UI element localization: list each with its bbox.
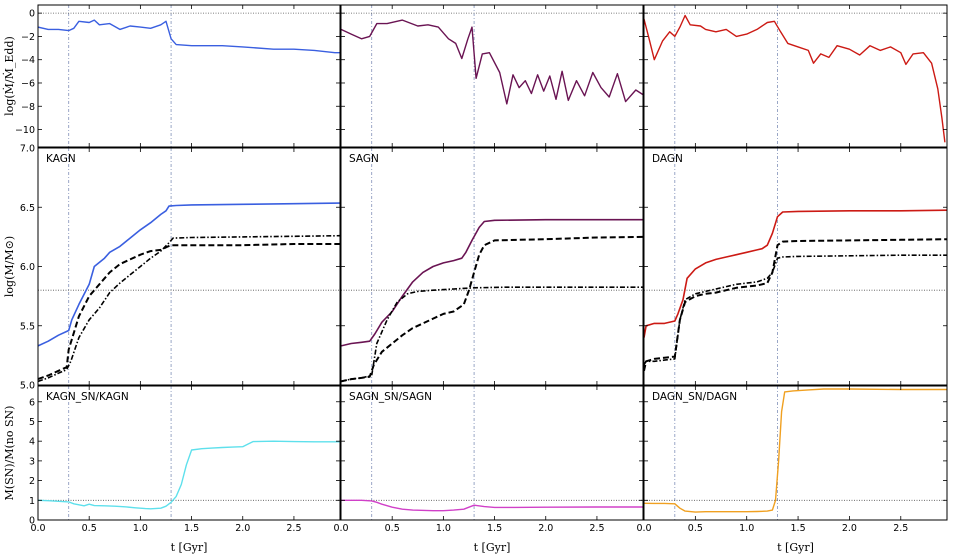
panel-ratio-kagn: 0.0 0.5 1.0 1.5 2.0 2.5 0 1 2 3 4 5 6 KAGN_SN/KAGN — [29, 385, 341, 534]
y-tick-label: 6 — [29, 397, 35, 408]
x-axis-label: t [Gyr] — [474, 541, 511, 554]
x-tick-label: 1.5 — [487, 523, 502, 534]
x-tick-label: 1.0 — [133, 523, 148, 534]
x-axis-label: t [Gyr] — [777, 541, 814, 554]
panel-title: KAGN_SN/KAGN — [46, 391, 129, 403]
series-line-solid — [341, 19, 643, 105]
y-tick-label: −2 — [21, 32, 35, 43]
y-axis-label: log(M/M⊙) — [3, 236, 16, 297]
panel-frame — [643, 385, 948, 521]
x-axis-label: t [Gyr] — [171, 541, 208, 554]
x-tick-label: 2.5 — [589, 523, 604, 534]
series-line-solid — [38, 202, 340, 347]
y-tick-label: 4 — [29, 437, 35, 448]
y-tick-label: 5.5 — [20, 321, 35, 332]
series-line-solid — [644, 14, 946, 143]
y-tick-label: 3 — [29, 456, 35, 467]
y-tick-label: 1 — [29, 496, 35, 507]
panel-title: DAGN_SN/DAGN — [652, 391, 737, 403]
panel-mass-sagn: SAGN — [340, 147, 644, 386]
x-tick-label: 1.5 — [791, 523, 806, 534]
y-tick-label: 6.0 — [20, 262, 35, 273]
y-tick-label: −8 — [21, 102, 35, 113]
x-tick-label: 0.5 — [688, 523, 703, 534]
y-tick-label: 5 — [29, 417, 35, 428]
series-line-solid — [38, 19, 340, 54]
panel-accretion-sagn — [340, 4, 644, 148]
y-tick-label: 0 — [29, 516, 35, 527]
series-line-dashed — [341, 235, 643, 383]
panel-frame — [340, 385, 644, 521]
series-line-solid — [644, 209, 947, 338]
panel-title: DAGN — [652, 153, 683, 165]
panel-frame — [643, 147, 948, 386]
panel-ratio-sagn: 0.0 0.5 1.0 1.5 2.0 2.5 SAGN_SN/SAGN — [333, 385, 644, 534]
x-tick-label: 1.0 — [436, 523, 451, 534]
y-axis-label: log(Ṁ/Ṁ_Edd) — [2, 36, 16, 116]
x-tick-label: 0.5 — [82, 523, 97, 534]
y-tick-label: 7.0 — [20, 144, 35, 155]
series-line-solid — [341, 218, 643, 347]
panel-ratio-dagn: 0.0 0.5 1.0 1.5 2.0 2.5 DAGN_SN/DAGN — [636, 385, 948, 534]
x-tick-label: 0.0 — [636, 523, 651, 534]
x-tick-label: 2.0 — [235, 523, 250, 534]
y-tick-label: 0 — [29, 9, 35, 20]
panel-title: KAGN — [46, 153, 76, 165]
panel-mass-kagn: 5.0 5.5 6.0 6.5 7.0 KAGN — [20, 144, 341, 392]
panel-mass-dagn: DAGN — [643, 147, 948, 386]
panel-frame — [37, 4, 341, 148]
y-tick-label: −4 — [21, 55, 35, 66]
x-tick-label: 2.0 — [538, 523, 553, 534]
y-tick-label: 2 — [29, 476, 35, 487]
panel-title: SAGN — [349, 153, 379, 165]
y-tick-label: 5.0 — [20, 381, 35, 392]
panel-frame — [643, 4, 948, 148]
panel-frame — [37, 385, 341, 521]
series-line-dashdot — [38, 234, 340, 383]
x-tick-label: 0.0 — [333, 523, 348, 534]
x-tick-label: 0.0 — [30, 523, 45, 534]
x-tick-label: 1.0 — [739, 523, 754, 534]
series-line-solid — [644, 388, 947, 513]
y-axis-label: M(SN)/M(no SN) — [3, 406, 16, 501]
series-line-solid — [341, 499, 643, 512]
x-tick-label: 2.0 — [842, 523, 857, 534]
panel-frame — [37, 147, 341, 386]
series-line-dashdot — [341, 286, 643, 383]
x-tick-label: 2.5 — [286, 523, 301, 534]
y-tick-label: 6.5 — [20, 203, 35, 214]
x-tick-label: 0.5 — [385, 523, 400, 534]
panel-frame — [340, 147, 644, 386]
series-line-dashed — [38, 243, 340, 381]
panel-frame — [340, 4, 644, 148]
x-tick-label: 2.5 — [893, 523, 908, 534]
series-line-solid — [38, 440, 340, 510]
panel-title: SAGN_SN/SAGN — [349, 391, 432, 403]
x-tick-label: 1.5 — [184, 523, 199, 534]
y-tick-label: −10 — [15, 125, 35, 136]
series-line-dashdot — [644, 254, 947, 366]
y-tick-label: −6 — [21, 78, 35, 89]
panel-accretion-kagn: 0 −2 −4 −6 −8 −10 — [15, 4, 341, 148]
panel-accretion-dagn — [643, 4, 948, 148]
series-line-dashed — [644, 238, 947, 372]
